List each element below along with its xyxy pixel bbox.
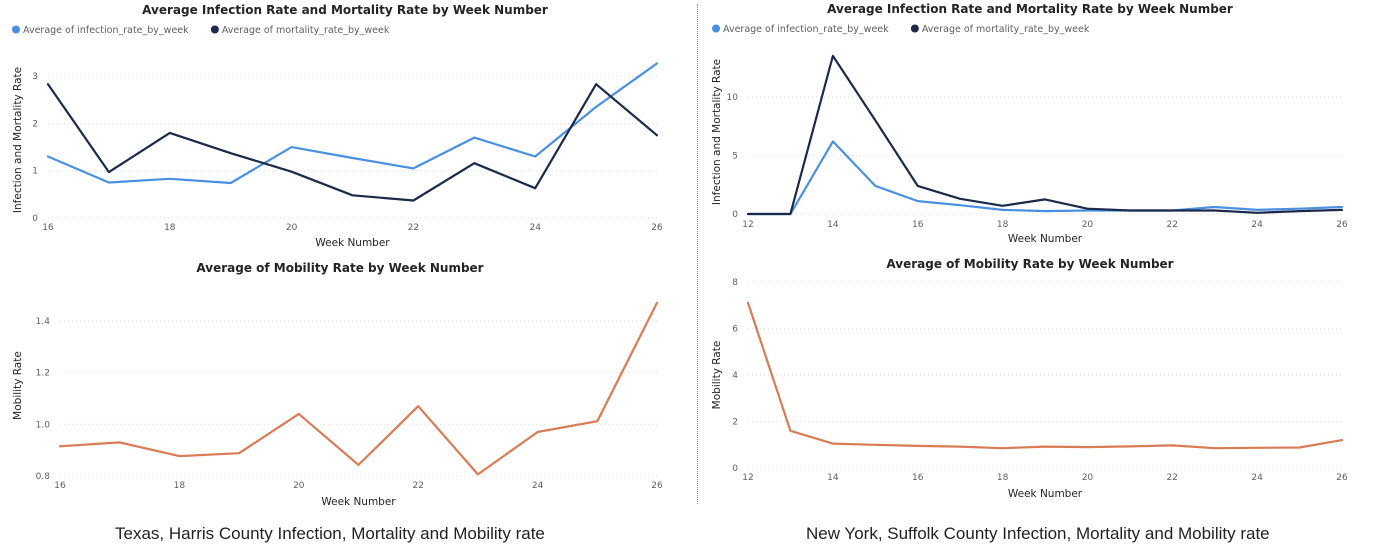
y-tick-label: 3	[32, 72, 38, 82]
y-axis-label: Infection and Mortality Rate	[12, 67, 24, 213]
x-tick-label: 26	[1336, 220, 1348, 230]
legend-marker-1	[910, 24, 919, 33]
x-tick-label: 24	[532, 481, 544, 491]
caption-newyork: New York, Suffolk County Infection, Mort…	[806, 524, 1270, 543]
x-tick-label: 20	[293, 481, 305, 491]
y-tick-label: 0	[732, 464, 738, 474]
x-tick-label: 18	[997, 473, 1009, 483]
y-tick-label: 1	[32, 167, 38, 177]
y-tick-label: 4	[732, 371, 738, 381]
y-axis-label: Mobility Rate	[711, 341, 723, 410]
legend-entry-1: Average of mortality_rate_by_week	[922, 24, 1090, 35]
x-tick-label: 22	[1167, 473, 1178, 483]
x-tick-label: 18	[174, 481, 186, 491]
x-axis-label: Week Number	[1008, 233, 1083, 245]
x-axis-label: Week Number	[315, 237, 390, 249]
y-tick-label: 0	[32, 214, 38, 224]
y-tick-label: 1.0	[36, 420, 51, 430]
x-tick-label: 20	[286, 223, 298, 233]
x-tick-label: 20	[1082, 220, 1094, 230]
series-line-1	[746, 54, 1344, 216]
texas-infection-mortality-chart: Average Infection Rate and Mortality Rat…	[12, 3, 663, 249]
x-tick-label: 22	[408, 223, 419, 233]
x-tick-label: 16	[54, 481, 66, 491]
y-tick-label: 6	[732, 325, 738, 335]
legend-marker-0	[712, 24, 720, 33]
legend-entry-0: Average of infection_rate_by_week	[723, 24, 889, 35]
y-tick-label: 2	[32, 119, 38, 129]
y-tick-label: 1.4	[36, 317, 51, 327]
y-tick-label: 10	[727, 93, 739, 103]
chart-title: Average of Mobility Rate by Week Number	[886, 257, 1173, 271]
x-tick-label: 26	[651, 481, 663, 491]
x-tick-label: 16	[912, 220, 924, 230]
chart-title: Average Infection Rate and Mortality Rat…	[827, 2, 1233, 16]
series-line-1	[46, 83, 659, 202]
y-tick-label: 2	[732, 418, 738, 428]
x-tick-label: 22	[412, 481, 423, 491]
x-axis-label: Week Number	[1008, 488, 1083, 500]
y-tick-label: 1.2	[36, 369, 50, 379]
chart-title: Average of Mobility Rate by Week Number	[196, 261, 483, 275]
x-tick-label: 16	[912, 473, 924, 483]
y-tick-label: 5	[732, 151, 738, 161]
x-tick-label: 16	[42, 223, 54, 233]
y-tick-label: 8	[732, 278, 738, 288]
chart-title: Average Infection Rate and Mortality Rat…	[142, 3, 548, 17]
x-tick-label: 24	[1251, 220, 1263, 230]
series-line-0	[46, 62, 659, 185]
x-axis-label: Week Number	[321, 496, 396, 508]
x-tick-label: 24	[1251, 473, 1263, 483]
x-tick-label: 12	[742, 473, 753, 483]
x-tick-label: 14	[827, 220, 839, 230]
series-line-0	[58, 301, 659, 476]
legend-entry-0: Average of infection_rate_by_week	[23, 25, 189, 36]
series-line-0	[746, 140, 1344, 216]
y-tick-label: 0	[732, 210, 738, 220]
x-tick-label: 26	[1336, 473, 1348, 483]
legend-marker-0	[12, 25, 20, 34]
x-tick-label: 12	[742, 220, 753, 230]
x-tick-label: 18	[997, 220, 1009, 230]
y-axis-label: Mobility Rate	[12, 351, 24, 420]
newyork-mobility-chart: Average of Mobility Rate by Week Number 1…	[711, 257, 1348, 500]
newyork-infection-mortality-chart: Average Infection Rate and Mortality Rat…	[711, 2, 1348, 245]
x-tick-label: 14	[827, 473, 839, 483]
panel-divider	[697, 4, 698, 504]
legend-marker-1	[210, 25, 219, 34]
texas-mobility-chart: Average of Mobility Rate by Week Number 1…	[12, 261, 663, 508]
x-tick-label: 18	[164, 223, 176, 233]
y-tick-label: 0.8	[36, 472, 51, 482]
x-tick-label: 26	[651, 223, 663, 233]
legend-entry-1: Average of mortality_rate_by_week	[222, 25, 390, 36]
series-line-0	[746, 301, 1344, 450]
y-axis-label: Infection and Mortality Rate	[711, 59, 723, 205]
x-tick-label: 22	[1167, 220, 1178, 230]
x-tick-label: 24	[529, 223, 541, 233]
caption-texas: Texas, Harris County Infection, Mortalit…	[115, 524, 545, 543]
x-tick-label: 20	[1082, 473, 1094, 483]
